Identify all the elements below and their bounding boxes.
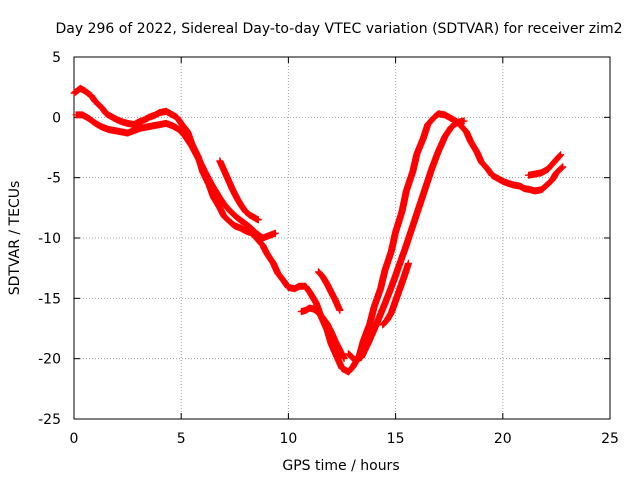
y-tick-label: -25 — [38, 412, 61, 428]
axis-ticks — [73, 56, 611, 420]
x-axis-label: GPS time / hours — [282, 458, 399, 474]
point-markers — [525, 151, 565, 179]
series-arc-B — [72, 111, 279, 242]
x-tick-labels: 0 5 10 15 20 25 — [70, 431, 619, 447]
point-markers — [344, 117, 468, 364]
x-tick-label: 10 — [279, 431, 297, 447]
y-tick-label: -15 — [38, 291, 61, 307]
x-tick-label: 25 — [601, 431, 619, 447]
x-tick-label: 15 — [387, 431, 405, 447]
y-tick-label: -5 — [47, 171, 61, 187]
point-markers — [72, 111, 279, 242]
y-tick-label: 5 — [52, 50, 61, 66]
series-arc-H — [525, 151, 565, 179]
point-markers — [314, 268, 344, 314]
series-arc-G — [379, 259, 412, 329]
series-arc-E — [314, 268, 344, 314]
x-tick-label: 20 — [494, 431, 512, 447]
point-markers — [216, 157, 262, 224]
series-arc-F — [344, 117, 468, 364]
y-tick-labels: 5 0 -5 -10 -15 -20 -25 — [38, 50, 61, 428]
series-arc-D — [297, 304, 348, 363]
y-tick-label: -20 — [38, 352, 61, 368]
series-arc-C — [216, 157, 262, 224]
y-tick-label: 0 — [52, 110, 61, 126]
chart-title: Day 296 of 2022, Sidereal Day-to-day VTE… — [56, 21, 623, 37]
y-axis-label: SDTVAR / TECUs — [7, 181, 23, 296]
data-points — [70, 84, 567, 376]
x-tick-label: 5 — [177, 431, 186, 447]
point-markers — [297, 304, 348, 363]
y-tick-label: -10 — [38, 231, 61, 247]
point-markers — [379, 259, 412, 329]
x-tick-label: 0 — [70, 431, 79, 447]
